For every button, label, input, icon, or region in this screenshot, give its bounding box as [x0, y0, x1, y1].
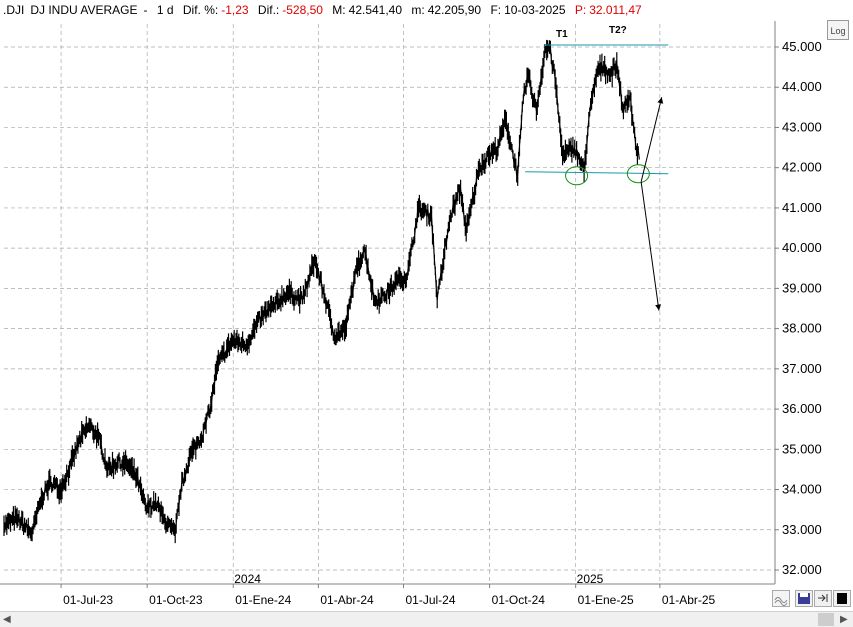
y-tick-label: 36.000	[782, 401, 822, 416]
dif-pct-value: -1,23	[221, 3, 249, 17]
x-tick-label: 01-Abr-25	[662, 593, 716, 607]
log-scale-button[interactable]: Log	[827, 20, 849, 40]
support-line	[525, 171, 669, 175]
fill-color-icon[interactable]	[833, 590, 851, 607]
y-tick-label: 42.000	[782, 160, 822, 175]
min-value: 42.205,90	[427, 3, 482, 17]
scroll-left-icon[interactable]: ◀	[3, 614, 11, 625]
enter-icon[interactable]	[814, 590, 832, 607]
y-tick-label: 45.000	[782, 39, 822, 54]
price-series	[3, 39, 640, 544]
annotation-t2: T2?	[609, 25, 627, 36]
y-tick-label: 32.000	[782, 562, 822, 577]
x-tick-label: 01-Abr-24	[320, 593, 374, 607]
y-tick-label: 38.000	[782, 321, 822, 336]
instrument-name: DJ INDU AVERAGE	[30, 3, 138, 17]
x-tick-label: 01-Oct-23	[149, 593, 203, 607]
date-value: 10-03-2025	[504, 3, 566, 17]
x-tick-label: 01-Oct-24	[492, 593, 546, 607]
save-icon[interactable]	[795, 590, 813, 607]
date-label: F:	[490, 3, 502, 17]
dif-label: Dif.:	[257, 3, 280, 17]
horizontal-scrollbar[interactable]: ◀ ▶	[0, 611, 853, 627]
chart-header: .DJI DJ INDU AVERAGE - 1 d Dif. %: -1,23 Di…	[0, 0, 780, 21]
year-label: 2024	[234, 572, 261, 586]
highlight-circle	[626, 164, 650, 184]
annotation-t1: T1	[556, 29, 568, 40]
y-tick-label: 44.000	[782, 79, 822, 94]
price-line	[3, 39, 640, 544]
x-tick-label: 01-Jul-24	[406, 593, 456, 607]
y-axis: 45.000 44.000 43.000 42.000 41.000 40.000 39.0…	[775, 39, 822, 577]
y-tick-label: 43.000	[782, 119, 822, 134]
chart-toolbar	[770, 589, 853, 609]
dif-value: -528,50	[282, 3, 323, 17]
projection-down-arrow	[640, 181, 662, 311]
p-value: 32.011,47	[589, 3, 642, 17]
x-tick-label: 01-Jul-23	[63, 593, 113, 607]
max-label: M:	[332, 3, 346, 17]
y-tick-label: 41.000	[782, 200, 822, 215]
scroll-right-icon[interactable]: ▶	[840, 614, 848, 625]
price-chart[interactable]: 45.000 44.000 43.000 42.000 41.000 40.000 39.0…	[0, 0, 853, 611]
y-tick-label: 37.000	[782, 361, 822, 376]
x-axis: 01-Jul-23 01-Oct-23 01-Ene-24 01-Abr-24 01-J…	[60, 572, 716, 607]
period: 1 d	[156, 3, 174, 17]
x-tick-label: 01-Ene-24	[235, 593, 291, 607]
p-label: P:	[574, 3, 587, 17]
y-tick-label: 40.000	[782, 240, 822, 255]
chart-annotations	[525, 44, 669, 311]
dif-pct-label: Dif. %:	[182, 3, 219, 17]
x-tick-label: 01-Ene-25	[578, 593, 634, 607]
y-tick-label: 34.000	[782, 482, 822, 497]
wave-icon[interactable]	[772, 590, 790, 607]
y-tick-label: 33.000	[782, 522, 822, 537]
scroll-thumb[interactable]	[818, 613, 834, 626]
y-tick-label: 39.000	[782, 280, 822, 295]
symbol: .DJI	[3, 3, 25, 17]
projection-up-arrow	[640, 97, 664, 182]
year-label: 2025	[577, 572, 604, 586]
y-tick-label: 35.000	[782, 441, 822, 456]
highlight-circle	[565, 166, 589, 186]
max-value: 42.541,40	[348, 3, 403, 17]
min-label: m:	[411, 3, 425, 17]
